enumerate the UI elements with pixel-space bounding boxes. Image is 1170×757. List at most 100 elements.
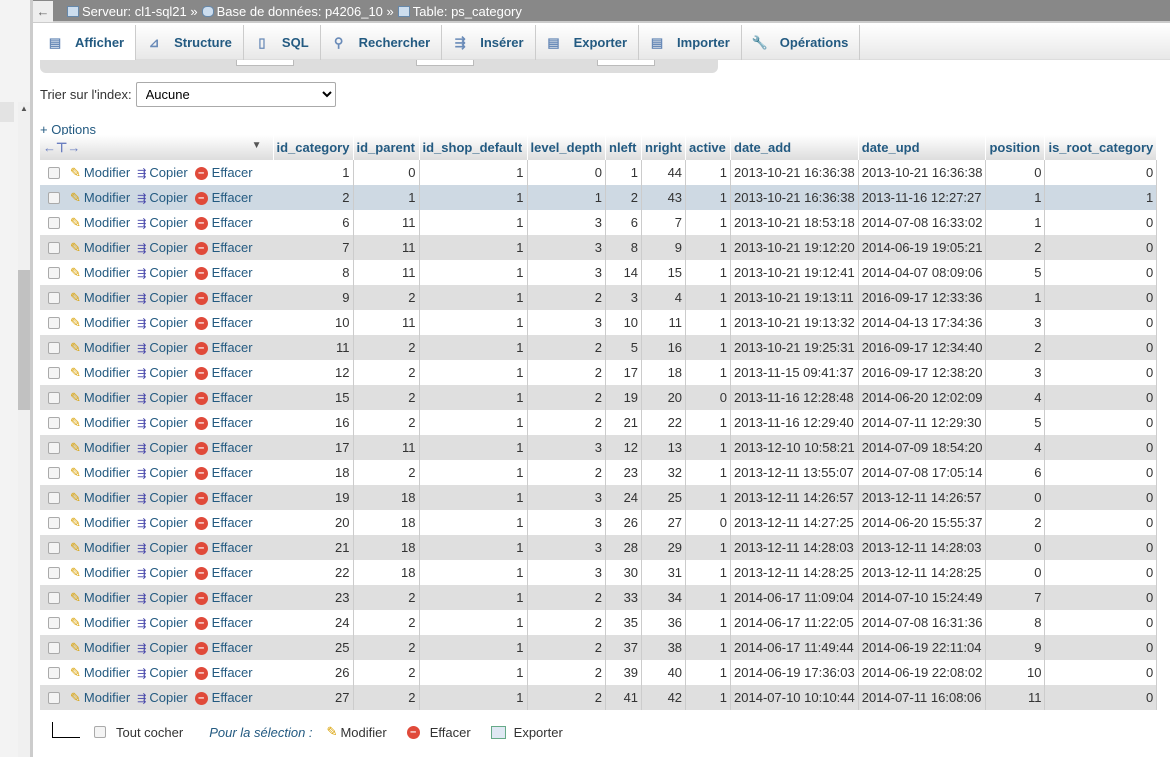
cell-position[interactable]: 3 <box>985 360 1046 385</box>
cell-date_upd[interactable]: 2014-07-08 16:33:02 <box>858 210 987 235</box>
cell-id_shop_default[interactable]: 1 <box>419 210 528 235</box>
table-row[interactable]: ✎ Modifier ⇶ Copier – Effacer 24 2 1 2 35 36 1 2014-0… <box>40 610 1158 635</box>
edit-link[interactable]: Modifier <box>83 464 131 480</box>
edit-link[interactable]: Modifier <box>83 264 131 280</box>
cell-nleft[interactable]: 8 <box>605 235 643 260</box>
cell-date_add[interactable]: 2014-06-17 11:09:04 <box>730 585 859 610</box>
cell-id_shop_default[interactable]: 1 <box>419 285 528 310</box>
delete-link[interactable]: Effacer <box>211 589 253 605</box>
cell-active[interactable]: 1 <box>685 360 732 385</box>
breadcrumb-database[interactable]: Base de données: p4206_10 <box>216 4 383 19</box>
cell-is_root_category[interactable]: 0 <box>1044 610 1158 635</box>
cell-nleft[interactable]: 35 <box>605 610 643 635</box>
cell-active[interactable]: 1 <box>685 560 732 585</box>
cell-nright[interactable]: 18 <box>641 360 687 385</box>
cell-id_parent[interactable]: 11 <box>353 235 420 260</box>
table-row[interactable]: ✎ Modifier ⇶ Copier – Effacer 17 11 1 3 12 13 1 2013-… <box>40 435 1158 460</box>
table-row[interactable]: ✎ Modifier ⇶ Copier – Effacer 12 2 1 2 17 18 1 2013-1… <box>40 360 1158 385</box>
delete-link[interactable]: Effacer <box>211 614 253 630</box>
cell-position[interactable]: 10 <box>985 660 1046 685</box>
tab-insérer[interactable]: ⇶ Insérer <box>442 25 536 60</box>
copy-link[interactable]: Copier <box>149 564 188 580</box>
cell-position[interactable]: 5 <box>985 410 1046 435</box>
delete-link[interactable]: Effacer <box>211 389 253 405</box>
cell-nleft[interactable]: 12 <box>605 435 643 460</box>
cell-date_add[interactable]: 2014-07-10 10:10:44 <box>730 685 859 710</box>
copy-link[interactable]: Copier <box>149 664 188 680</box>
cell-level_depth[interactable]: 2 <box>527 410 607 435</box>
cell-nright[interactable]: 32 <box>641 460 687 485</box>
cell-date_add[interactable]: 2013-10-21 19:12:41 <box>730 260 859 285</box>
cell-date_add[interactable]: 2014-06-17 11:22:05 <box>730 610 859 635</box>
cell-date_upd[interactable]: 2014-04-07 08:09:06 <box>858 260 987 285</box>
sort-index-select[interactable]: Aucune <box>135 82 336 107</box>
scroll-up-icon[interactable]: ▲ <box>20 104 28 113</box>
sidebar-scrollbar[interactable] <box>18 102 30 757</box>
row-checkbox[interactable] <box>48 217 60 230</box>
edit-link[interactable]: Modifier <box>83 639 131 655</box>
edit-link[interactable]: Modifier <box>83 539 131 555</box>
delete-link[interactable]: Effacer <box>211 289 253 305</box>
tab-opérations[interactable]: 🔧 Opérations <box>742 25 861 60</box>
edit-link[interactable]: Modifier <box>83 589 131 605</box>
cell-id_shop_default[interactable]: 1 <box>419 335 528 360</box>
row-checkbox[interactable] <box>48 192 60 205</box>
cell-nright[interactable]: 13 <box>641 435 687 460</box>
cell-id_parent[interactable]: 2 <box>353 660 420 685</box>
cell-position[interactable]: 9 <box>985 635 1046 660</box>
row-checkbox[interactable] <box>48 517 60 530</box>
cell-nright[interactable]: 38 <box>641 635 687 660</box>
cell-id_category[interactable]: 8 <box>273 260 354 285</box>
cell-id_parent[interactable]: 18 <box>353 510 420 535</box>
cell-position[interactable]: 1 <box>985 185 1046 210</box>
cell-position[interactable]: 0 <box>985 160 1046 185</box>
cell-date_upd[interactable]: 2014-06-20 12:02:09 <box>858 385 987 410</box>
column-header-id_category[interactable]: id_category <box>273 135 354 160</box>
cell-nleft[interactable]: 41 <box>605 685 643 710</box>
delete-link[interactable]: Effacer <box>211 689 253 705</box>
cell-nright[interactable]: 27 <box>641 510 687 535</box>
cell-active[interactable]: 1 <box>685 235 732 260</box>
column-header-active[interactable]: active <box>685 135 732 160</box>
row-checkbox[interactable] <box>48 467 60 480</box>
cell-nleft[interactable]: 26 <box>605 510 643 535</box>
cell-id_category[interactable]: 6 <box>273 210 354 235</box>
column-header-level_depth[interactable]: level_depth <box>527 135 607 160</box>
cell-id_category[interactable]: 25 <box>273 635 354 660</box>
cell-level_depth[interactable]: 3 <box>527 235 607 260</box>
cell-id_category[interactable]: 2 <box>273 185 354 210</box>
cell-nright[interactable]: 7 <box>641 210 687 235</box>
cell-position[interactable]: 8 <box>985 610 1046 635</box>
cell-nright[interactable]: 42 <box>641 685 687 710</box>
cell-level_depth[interactable]: 2 <box>527 385 607 410</box>
row-checkbox[interactable] <box>48 342 60 355</box>
cell-position[interactable]: 2 <box>985 510 1046 535</box>
table-row[interactable]: ✎ Modifier ⇶ Copier – Effacer 1 0 1 0 1 44 1 2013-10-… <box>40 160 1158 185</box>
cell-date_add[interactable]: 2013-10-21 18:53:18 <box>730 210 859 235</box>
cell-is_root_category[interactable]: 0 <box>1044 660 1158 685</box>
cell-level_depth[interactable]: 3 <box>527 210 607 235</box>
row-checkbox[interactable] <box>48 492 60 505</box>
edit-link[interactable]: Modifier <box>83 339 131 355</box>
cell-nleft[interactable]: 28 <box>605 535 643 560</box>
cell-date_upd[interactable]: 2013-10-21 16:36:38 <box>858 160 987 185</box>
cell-id_category[interactable]: 16 <box>273 410 354 435</box>
cell-nleft[interactable]: 6 <box>605 210 643 235</box>
cell-date_add[interactable]: 2013-12-10 10:58:21 <box>730 435 859 460</box>
cell-active[interactable]: 1 <box>685 185 732 210</box>
cell-level_depth[interactable]: 1 <box>527 185 607 210</box>
edit-link[interactable]: Modifier <box>83 489 131 505</box>
cell-id_parent[interactable]: 18 <box>353 560 420 585</box>
tab-exporter[interactable]: ▤ Exporter <box>536 25 640 60</box>
cell-date_add[interactable]: 2013-10-21 16:36:38 <box>730 160 859 185</box>
edit-link[interactable]: Modifier <box>83 514 131 530</box>
cell-position[interactable]: 11 <box>985 685 1046 710</box>
cell-is_root_category[interactable]: 0 <box>1044 335 1158 360</box>
cell-level_depth[interactable]: 2 <box>527 660 607 685</box>
copy-link[interactable]: Copier <box>149 239 188 255</box>
cell-active[interactable]: 1 <box>685 485 732 510</box>
delete-link[interactable]: Effacer <box>211 489 253 505</box>
cell-nright[interactable]: 36 <box>641 610 687 635</box>
edit-link[interactable]: Modifier <box>83 614 131 630</box>
cell-nleft[interactable]: 39 <box>605 660 643 685</box>
